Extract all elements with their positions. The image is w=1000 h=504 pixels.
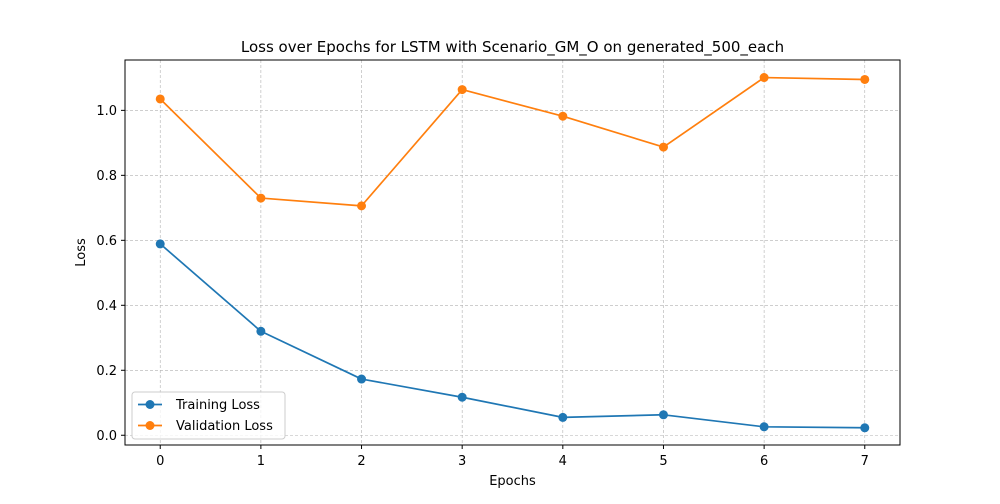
data-point-validation-loss — [357, 201, 367, 211]
legend-marker-training — [145, 400, 155, 409]
series-line-training-loss — [159, 243, 865, 429]
data-point-validation-loss — [759, 73, 769, 83]
data-point-training-loss — [558, 412, 568, 422]
data-point-training-loss — [860, 423, 870, 433]
data-point-training-loss — [457, 392, 467, 402]
x-tick-label: 6 — [760, 454, 768, 469]
axis-ticks: 0 1 2 3 4 5 6 7 0.0 0.2 0.4 0.6 0.8 1.0 — [96, 104, 869, 469]
x-tick-label: 5 — [659, 454, 667, 469]
y-tick-label: 0.8 — [96, 169, 117, 184]
legend-label-training: Training Loss — [175, 398, 260, 413]
x-tick-label: 0 — [156, 454, 164, 469]
y-tick-label: 0.2 — [96, 364, 117, 379]
series-group — [155, 73, 870, 433]
x-tick-label: 7 — [861, 454, 869, 469]
data-point-validation-loss — [558, 111, 568, 121]
y-tick-label: 0.0 — [96, 429, 117, 444]
data-point-training-loss — [658, 410, 668, 420]
x-tick-label: 1 — [257, 454, 265, 469]
legend: Training Loss Validation Loss — [131, 391, 286, 440]
legend-marker-validation — [145, 421, 155, 430]
x-tick-label: 2 — [357, 454, 365, 469]
data-point-training-loss — [759, 422, 769, 432]
series-line-validation-loss — [159, 76, 865, 207]
data-point-validation-loss — [658, 142, 668, 152]
data-point-validation-loss — [256, 193, 266, 203]
chart-title: Loss over Epochs for LSTM with Scenario_… — [241, 38, 784, 57]
data-point-training-loss — [155, 239, 165, 249]
grid — [125, 60, 900, 445]
y-tick-label: 0.6 — [96, 234, 117, 249]
x-axis-label: Epochs — [489, 474, 536, 489]
y-tick-label: 1.0 — [96, 104, 117, 119]
x-tick-label: 4 — [559, 454, 567, 469]
y-axis-label: Loss — [74, 238, 89, 267]
plot-frame — [124, 59, 901, 446]
data-point-training-loss — [357, 374, 367, 384]
data-point-validation-loss — [860, 74, 870, 84]
legend-box — [131, 391, 286, 440]
data-point-validation-loss — [457, 85, 467, 95]
x-tick-label: 3 — [458, 454, 466, 469]
y-tick-label: 0.4 — [96, 299, 117, 314]
data-point-training-loss — [256, 326, 266, 336]
data-point-validation-loss — [155, 94, 165, 104]
legend-label-validation: Validation Loss — [176, 419, 273, 434]
